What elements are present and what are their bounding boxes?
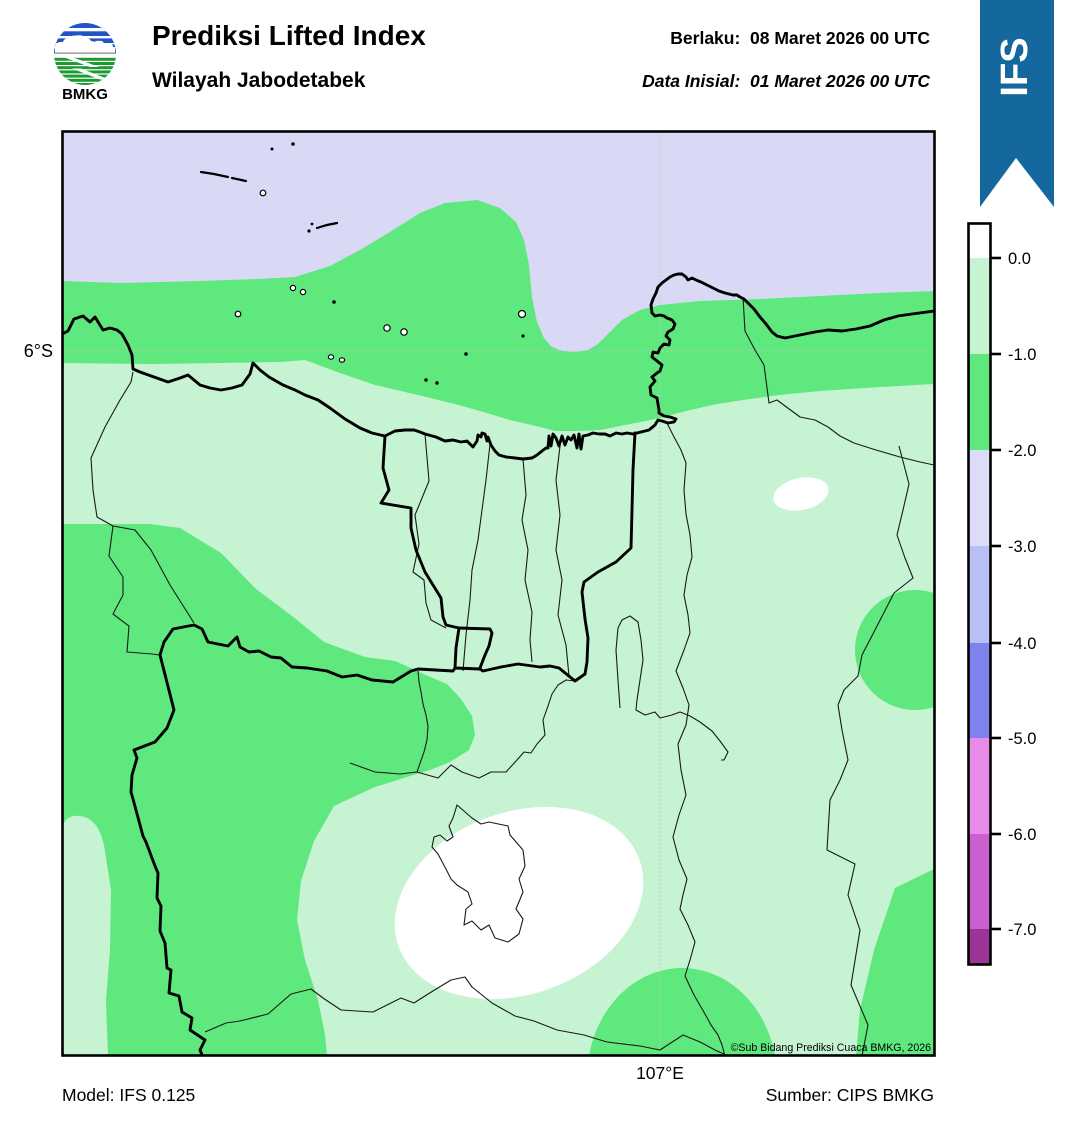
svg-text:Model: IFS 0.125: Model: IFS 0.125	[62, 1085, 195, 1105]
svg-text:-1.0: -1.0	[1008, 346, 1036, 364]
svg-text:Data Inisial: 01 Maret 2026 0: Data Inisial: 01 Maret 2026 00 UTC	[642, 71, 930, 91]
svg-text:0.0: 0.0	[1008, 250, 1031, 268]
svg-text:©Sub Bidang Prediksi Cuaca BMK: ©Sub Bidang Prediksi Cuaca BMKG, 2026	[731, 1042, 931, 1054]
svg-text:Berlaku: 08 Maret 2026 00 UTC: Berlaku: 08 Maret 2026 00 UTC	[670, 28, 930, 48]
svg-text:6°S: 6°S	[24, 341, 53, 361]
svg-text:107°E: 107°E	[636, 1063, 684, 1083]
svg-text:-6.0: -6.0	[1008, 826, 1036, 844]
svg-text:-4.0: -4.0	[1008, 635, 1036, 653]
svg-text:Prediksi Lifted Index: Prediksi Lifted Index	[152, 20, 426, 51]
svg-text:Sumber: CIPS BMKG: Sumber: CIPS BMKG	[766, 1085, 934, 1105]
svg-text:-7.0: -7.0	[1008, 921, 1036, 939]
svg-text:-2.0: -2.0	[1008, 442, 1036, 460]
svg-text:Wilayah Jabodetabek: Wilayah Jabodetabek	[152, 69, 366, 92]
svg-text:BMKG: BMKG	[62, 86, 108, 103]
svg-text:IFS: IFS	[994, 37, 1036, 96]
svg-text:-5.0: -5.0	[1008, 730, 1036, 748]
svg-text:-3.0: -3.0	[1008, 538, 1036, 556]
